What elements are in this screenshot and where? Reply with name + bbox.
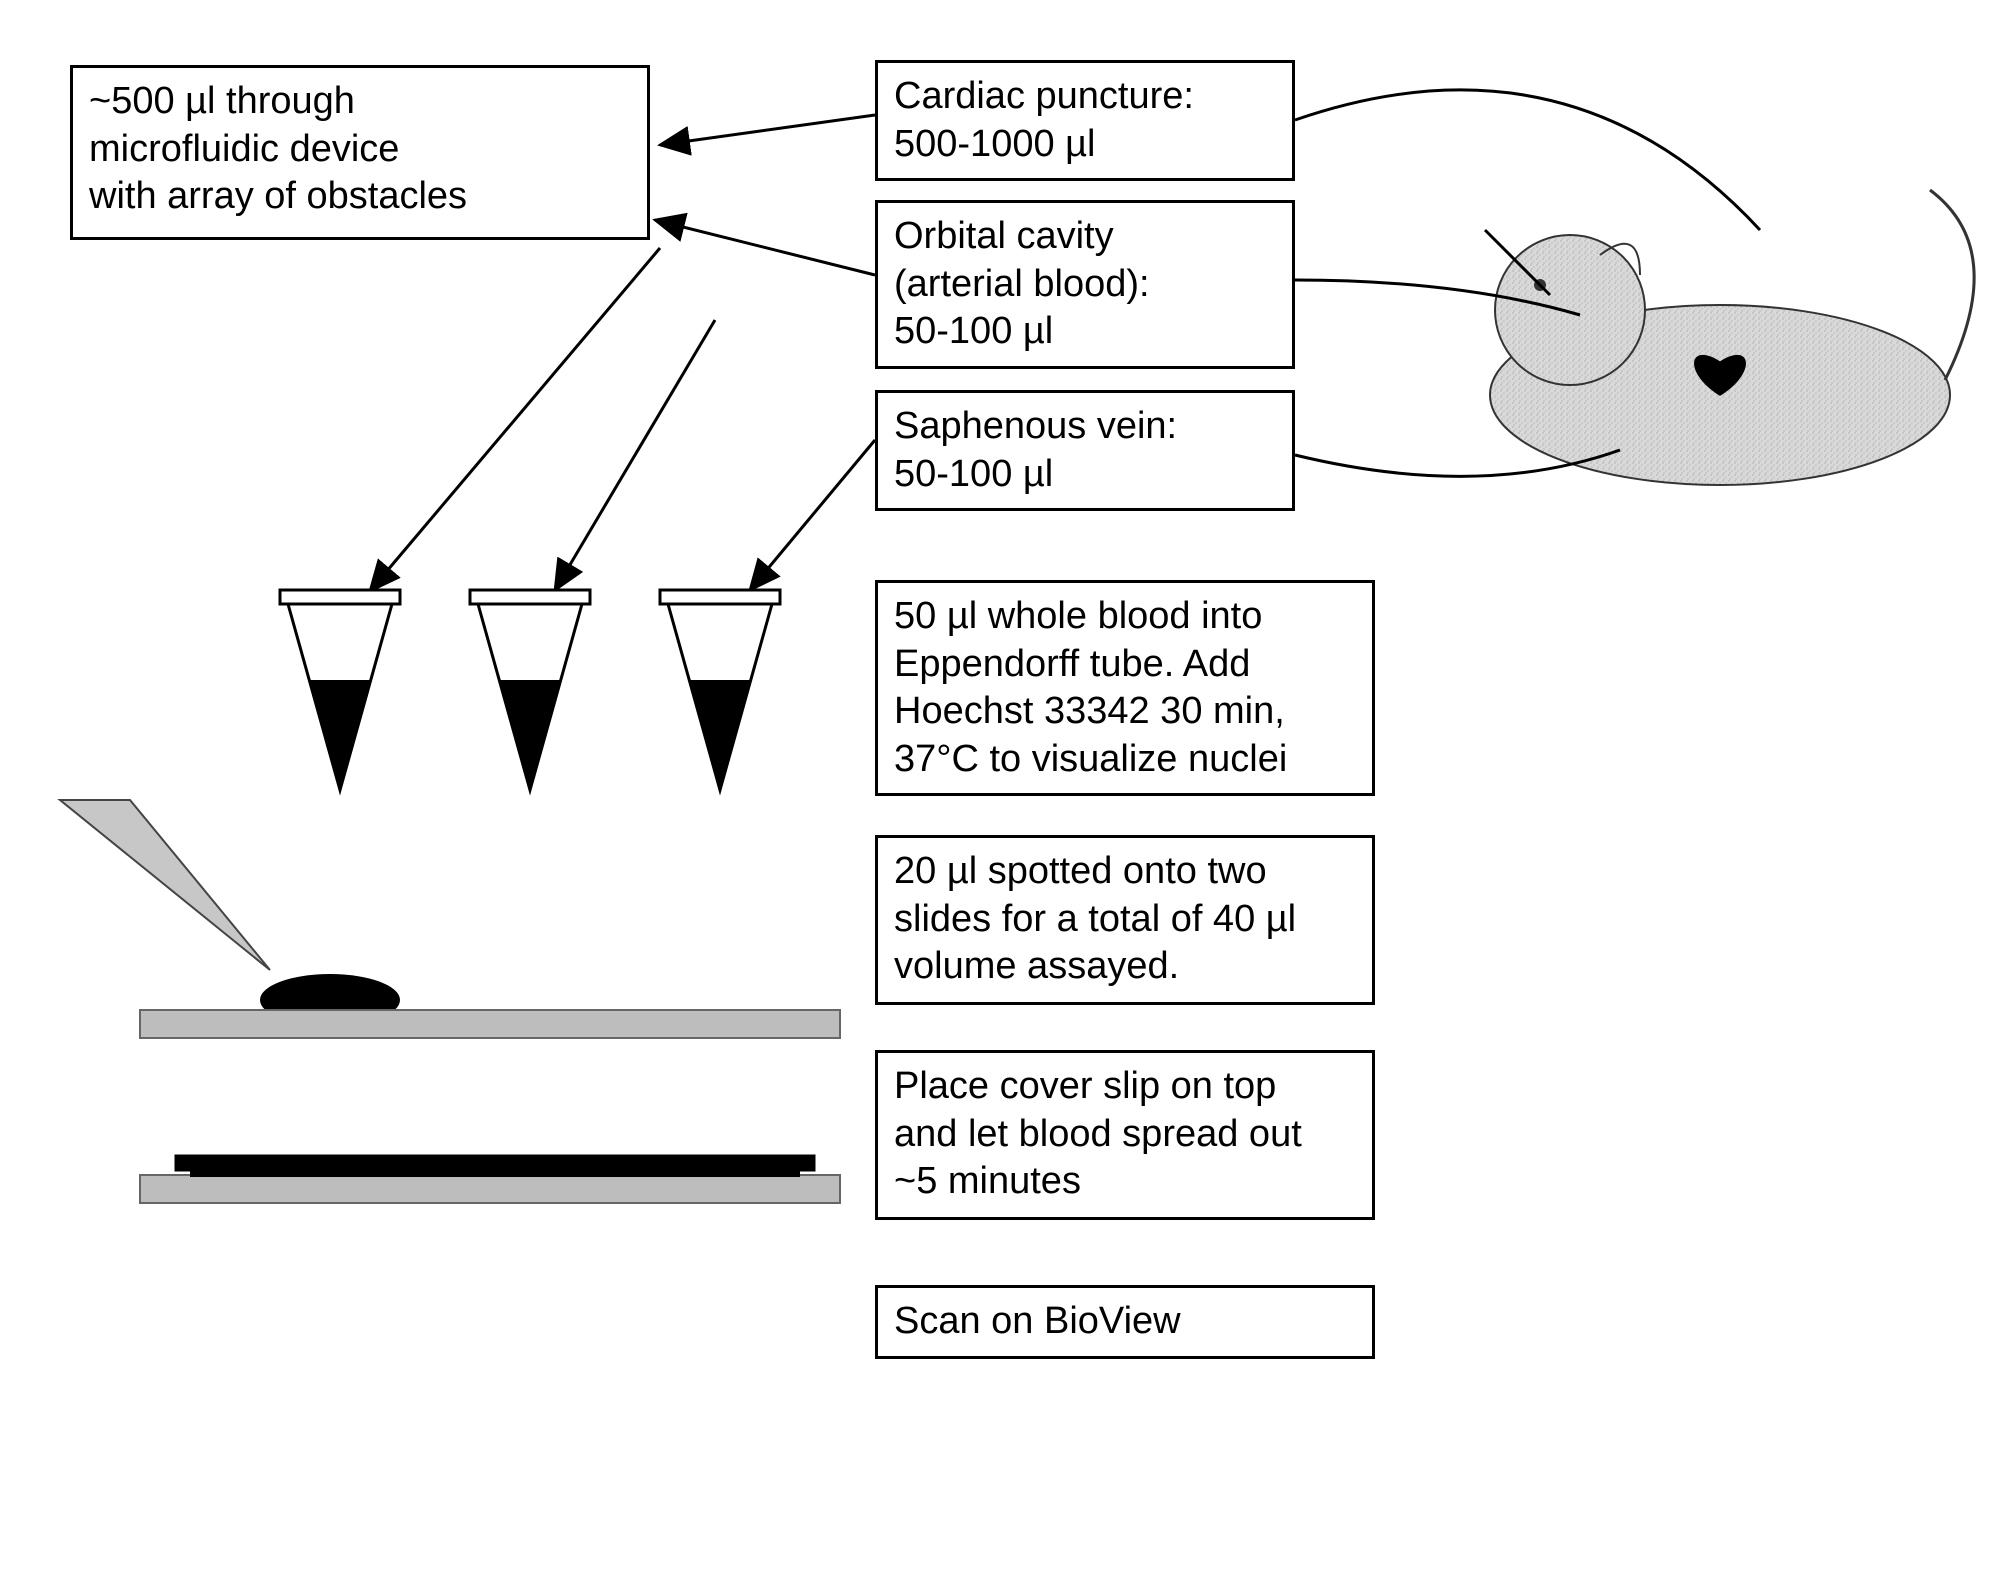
protocol-diagram: ~500 µl through microfluidic device with… bbox=[0, 0, 1991, 1569]
eppendorf-tube bbox=[470, 590, 590, 790]
eppendorf-box: 50 µl whole blood into Eppendorff tube. … bbox=[875, 580, 1375, 796]
spotted-box: 20 µl spotted onto two slides for a tota… bbox=[875, 835, 1375, 1005]
orbital-text: Orbital cavity (arterial blood): 50-100 … bbox=[894, 215, 1150, 352]
eppendorf-text: 50 µl whole blood into Eppendorff tube. … bbox=[894, 595, 1287, 780]
eppendorf-tubes-group bbox=[280, 590, 780, 790]
slide-illustration bbox=[60, 800, 840, 1203]
eppendorf-tube bbox=[280, 590, 400, 790]
saphenous-box: Saphenous vein: 50-100 µl bbox=[875, 390, 1295, 511]
orbital-box: Orbital cavity (arterial blood): 50-100 … bbox=[875, 200, 1295, 369]
saphenous-text: Saphenous vein: 50-100 µl bbox=[894, 405, 1177, 495]
spotted-text: 20 µl spotted onto two slides for a tota… bbox=[894, 850, 1296, 987]
coverslip-text: Place cover slip on top and let blood sp… bbox=[894, 1065, 1302, 1202]
bioview-box: Scan on BioView bbox=[875, 1285, 1375, 1359]
microfluidic-text: ~500 µl through microfluidic device with… bbox=[89, 80, 467, 217]
cardiac-text: Cardiac puncture: 500-1000 µl bbox=[894, 75, 1194, 165]
microfluidic-box: ~500 µl through microfluidic device with… bbox=[70, 65, 650, 240]
mouse-illustration bbox=[1485, 190, 1974, 485]
coverslip-box: Place cover slip on top and let blood sp… bbox=[875, 1050, 1375, 1220]
bioview-text: Scan on BioView bbox=[894, 1300, 1181, 1342]
cardiac-box: Cardiac puncture: 500-1000 µl bbox=[875, 60, 1295, 181]
eppendorf-tube bbox=[660, 590, 780, 790]
